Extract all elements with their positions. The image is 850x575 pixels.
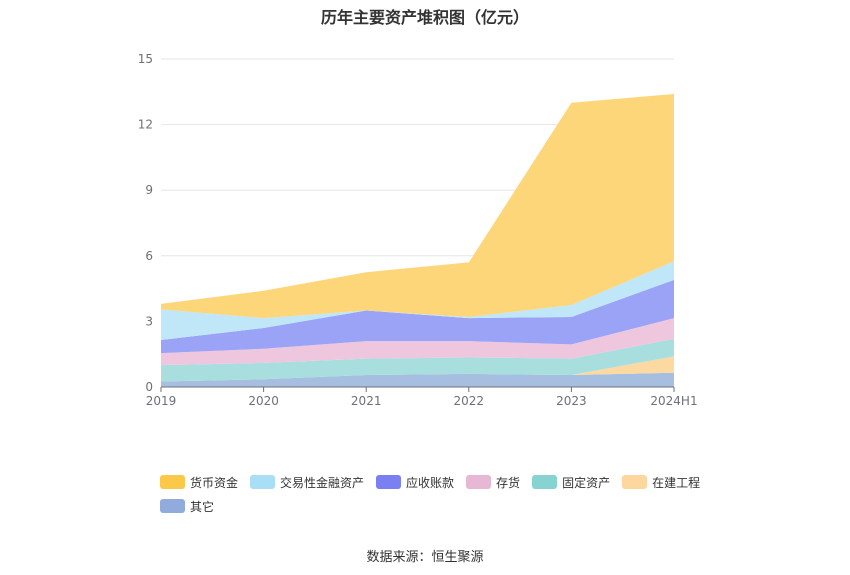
data-source: 数据来源：恒生聚源 [366,550,484,565]
legend-label: 交易性金融资产 [280,475,365,490]
area-series-货币资金[interactable] [161,94,674,319]
x-tick-label: 2023 [556,394,587,408]
y-tick-label: 15 [138,52,153,66]
y-tick-label: 9 [145,183,153,197]
x-tick-label: 2019 [146,394,177,408]
legend-item[interactable]: 存货 [466,472,520,492]
legend-swatch [622,475,648,489]
y-tick-label: 6 [145,249,153,263]
legend-item[interactable]: 货币资金 [160,472,238,492]
area-series-交易性金融资产[interactable] [161,261,674,340]
legend-item[interactable]: 交易性金融资产 [250,472,364,492]
area-series-存货[interactable] [161,318,674,366]
y-tick-label: 3 [145,314,153,328]
x-tick-label: 2021 [351,394,382,408]
legend-label: 应收账款 [406,475,455,490]
legend-label: 存货 [496,475,521,490]
legend-label: 货币资金 [190,475,239,490]
area-series-其它[interactable] [161,372,674,387]
area-series-固定资产[interactable] [161,338,674,382]
legend-swatch [376,475,402,489]
area-series-应收账款[interactable] [161,279,674,354]
x-tick-label: 2020 [248,394,279,408]
legend-item[interactable]: 固定资产 [532,472,610,492]
x-tick-label: 2024H1 [650,394,697,408]
y-tick-label: 0 [145,380,153,394]
legend-swatch [466,475,492,489]
legend-label: 固定资产 [562,475,611,490]
legend-swatch [532,475,558,489]
y-tick-label: 12 [138,118,153,132]
x-tick-label: 2022 [454,394,485,408]
chart-legend: 货币资金 交易性金融资产 应收账款 存货 固定资产 在建工程其它 [160,472,720,520]
legend-swatch [250,475,276,489]
legend-label: 在建工程 [652,475,701,490]
legend-item[interactable]: 在建工程 [622,472,700,492]
legend-label: 其它 [190,499,215,514]
legend-swatch [160,499,185,513]
legend-item[interactable]: 其它 [160,496,214,516]
chart-title: 历年主要资产堆积图（亿元） [320,8,529,27]
stacked-area-chart: 0 3 6 9 12 15 2019 2020 2021 2022 2023 2024H1 [138,52,698,408]
legend-item[interactable]: 应收账款 [376,472,454,492]
legend-swatch [160,475,185,489]
